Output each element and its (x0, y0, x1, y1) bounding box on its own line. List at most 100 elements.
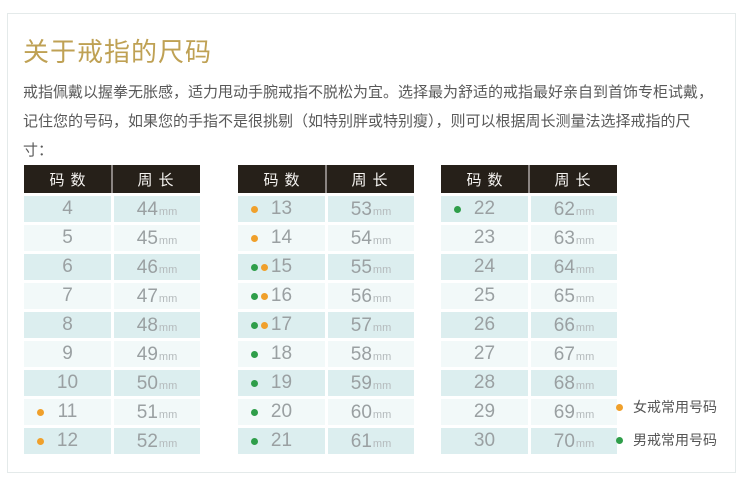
size-cell: 23 (441, 225, 528, 251)
circumference-value: 59 (350, 373, 372, 394)
unit-label: mm (372, 206, 392, 218)
circumference-value: 64 (553, 257, 575, 278)
size-cell: 17 (238, 312, 325, 338)
size-value: 8 (62, 314, 73, 335)
unit-label: mm (575, 380, 595, 392)
circumference-cell: 68 mm (531, 370, 617, 396)
circumference-cell: 57 mm (328, 312, 414, 338)
size-value: 19 (270, 372, 293, 393)
circumference-cell: 46 mm (114, 254, 200, 280)
circumference-value: 56 (350, 286, 372, 307)
row-dots (251, 312, 268, 338)
table-row: 13 53 mm (238, 196, 414, 222)
women-size-dot-icon (251, 234, 258, 242)
row-dots (251, 370, 258, 396)
circumference-cell: 60 mm (328, 399, 414, 425)
unit-label: mm (575, 351, 595, 363)
circumference-value: 69 (553, 402, 575, 423)
size-table-3: 码数 周长 22 62 mm 23 63 mm 24 64 mm 25 65 mm 26 66 mm 27 67… (441, 165, 617, 457)
ring-size-card: 关于戒指的尺码 戒指佩戴以握拳无胀感，适力甩动手腕戒指不脱松为宜。选择最为舒适的… (7, 13, 736, 473)
row-dots (37, 428, 44, 454)
men-size-dot-icon (251, 263, 258, 271)
circumference-cell: 47 mm (114, 283, 200, 309)
size-value: 6 (62, 256, 73, 277)
size-value: 16 (270, 285, 293, 306)
table-row: 29 69 mm (441, 399, 617, 425)
size-cell: 11 (24, 399, 111, 425)
table-row: 18 58 mm (238, 341, 414, 367)
circumference-cell: 51 mm (114, 399, 200, 425)
circumference-value: 52 (136, 431, 158, 452)
circumference-value: 70 (553, 431, 575, 452)
size-cell: 19 (238, 370, 325, 396)
circumference-value: 65 (553, 286, 575, 307)
legend: 女戒常用号码 男戒常用号码 (616, 399, 717, 465)
table-row: 20 60 mm (238, 399, 414, 425)
circumference-value: 68 (553, 373, 575, 394)
circumference-cell: 66 mm (531, 312, 617, 338)
size-value: 22 (473, 198, 496, 219)
unit-label: mm (372, 380, 392, 392)
women-size-dot-icon (37, 437, 44, 445)
women-size-dot-icon (261, 292, 268, 300)
size-cell: 21 (238, 428, 325, 454)
size-value: 18 (270, 343, 293, 364)
size-cell: 5 (24, 225, 111, 251)
table-header: 码数 周长 (441, 165, 617, 193)
table-row: 15 55 mm (238, 254, 414, 280)
circumference-cell: 45 mm (114, 225, 200, 251)
circumference-value: 46 (136, 257, 158, 278)
row-dots (37, 399, 44, 425)
circumference-cell: 70 mm (531, 428, 617, 454)
circumference-cell: 55 mm (328, 254, 414, 280)
size-value: 15 (270, 256, 293, 277)
size-value: 11 (57, 401, 78, 422)
table-row: 17 57 mm (238, 312, 414, 338)
table-body: 4 44 mm 5 45 mm 6 46 mm 7 47 mm 8 48 mm 9 49 mm 10 50 mm 11 51… (24, 196, 200, 454)
unit-label: mm (575, 409, 595, 421)
size-value: 23 (473, 227, 496, 248)
men-size-dot-icon (251, 350, 258, 358)
unit-label: mm (372, 438, 392, 450)
size-value: 7 (62, 285, 73, 306)
circumference-cell: 44 mm (114, 196, 200, 222)
size-cell: 20 (238, 399, 325, 425)
unit-label: mm (372, 235, 392, 247)
circumference-cell: 63 mm (531, 225, 617, 251)
size-cell: 24 (441, 254, 528, 280)
men-size-dot-icon (251, 379, 258, 387)
circumference-cell: 58 mm (328, 341, 414, 367)
size-cell: 30 (441, 428, 528, 454)
circumference-cell: 62 mm (531, 196, 617, 222)
table-row: 30 70 mm (441, 428, 617, 454)
size-cell: 14 (238, 225, 325, 251)
women-size-dot-icon (37, 408, 44, 416)
circumference-cell: 54 mm (328, 225, 414, 251)
men-size-dot-icon (454, 205, 461, 213)
circumference-cell: 69 mm (531, 399, 617, 425)
size-column-header: 码数 (466, 171, 509, 189)
circumference-cell: 67 mm (531, 341, 617, 367)
row-dots (454, 196, 461, 222)
table-row: 21 61 mm (238, 428, 414, 454)
table-row: 23 63 mm (441, 225, 617, 251)
header-divider (325, 165, 327, 193)
table-row: 5 45 mm (24, 225, 200, 251)
legend-item-women: 女戒常用号码 (616, 399, 717, 415)
size-value: 26 (473, 314, 496, 335)
unit-label: mm (158, 409, 178, 421)
size-cell: 4 (24, 196, 111, 222)
circumference-column-header: 周长 (137, 171, 180, 189)
size-value: 12 (56, 430, 79, 451)
circumference-value: 45 (136, 228, 158, 249)
circumference-cell: 65 mm (531, 283, 617, 309)
circumference-cell: 64 mm (531, 254, 617, 280)
circumference-cell: 50 mm (114, 370, 200, 396)
size-cell: 25 (441, 283, 528, 309)
row-dots (251, 428, 258, 454)
table-row: 25 65 mm (441, 283, 617, 309)
size-cell: 27 (441, 341, 528, 367)
table-row: 16 56 mm (238, 283, 414, 309)
women-dot-icon (616, 403, 623, 411)
circumference-cell: 49 mm (114, 341, 200, 367)
